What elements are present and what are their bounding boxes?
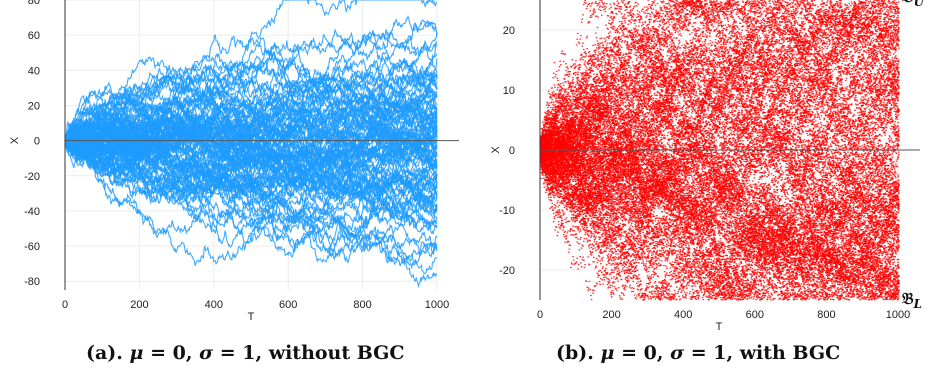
caption-b-suffix: with BGC <box>739 342 841 364</box>
path-series-line <box>64 37 438 141</box>
path-series-line <box>540 104 900 301</box>
y-tick-label: -60 <box>24 241 40 253</box>
caption-b-mu-value: = 0, <box>621 342 664 364</box>
path-series-line <box>64 123 438 269</box>
x-tick-label: 800 <box>353 299 371 311</box>
x-tick-label: 400 <box>205 299 223 311</box>
lower-bound-label: 𝔅L <box>901 289 922 311</box>
path-series-line <box>540 0 900 170</box>
panel-b-x-ticks: 0 200 400 600 800 1000 <box>537 309 910 321</box>
panel-a-x-axis-label: T <box>248 311 255 323</box>
panel-a-x-ticks: 0 200 400 600 800 1000 <box>62 299 449 311</box>
path-series-line <box>64 72 438 143</box>
panel-a-paths <box>64 0 438 289</box>
panel-a-y-ticks: -80 -60 -40 -20 0 20 40 60 80 <box>24 0 40 288</box>
x-tick-label: 1000 <box>886 309 910 321</box>
path-series-line <box>64 130 438 248</box>
path-series-line <box>540 93 900 300</box>
path-series-line <box>64 121 438 180</box>
y-tick-label: -20 <box>24 171 40 183</box>
path-series-line <box>540 136 900 301</box>
lower-bound-subscript: L <box>913 297 922 311</box>
panel-b-y-ticks: -20 -10 0 10 20 <box>499 25 515 277</box>
x-tick-label: 200 <box>130 299 148 311</box>
path-series-line <box>64 0 438 141</box>
y-tick-label: 20 <box>28 100 40 112</box>
upper-bound-symbol: 𝔅 <box>901 0 914 6</box>
path-series-line <box>64 93 438 152</box>
path-series-line <box>64 140 438 222</box>
panel-a-chart: 0 200 400 600 800 1000 -80-60-40-20020406080 … <box>9 0 459 323</box>
panel-a-caption: (a). μ = 0, σ = 1, without BGC <box>86 342 405 364</box>
y-tick-label: -20 <box>499 265 515 277</box>
caption-a-suffix: without BGC <box>268 342 405 364</box>
x-tick-label: 0 <box>62 299 68 311</box>
y-tick-label: 40 <box>28 65 40 77</box>
path-series-line <box>64 116 438 166</box>
path-series-line <box>64 134 438 289</box>
y-tick-label: 60 <box>28 30 40 42</box>
y-tick-label: 20 <box>503 25 515 37</box>
caption-a-sigma-symbol: σ <box>199 342 214 364</box>
x-tick-label: 1000 <box>425 299 449 311</box>
panel-b-x-axis-label: T <box>716 321 723 333</box>
path-series-line <box>540 0 900 216</box>
x-tick-label: 400 <box>674 309 692 321</box>
y-tick-label: -80 <box>24 276 40 288</box>
y-tick-label: 10 <box>503 85 515 97</box>
y-tick-label: 0 <box>509 145 515 157</box>
path-series-line <box>64 127 438 211</box>
path-series-line <box>540 0 900 152</box>
caption-b-sigma-value: = 1, <box>690 342 734 364</box>
caption-a-mu-symbol: μ <box>129 342 144 364</box>
x-tick-label: 200 <box>602 309 620 321</box>
y-tick-label: 80 <box>28 0 40 7</box>
caption-a-mu-value: = 0, <box>150 342 193 364</box>
caption-a-prefix: (a). <box>86 342 123 364</box>
panel-b-caption: (b). μ = 0, σ = 1, with BGC <box>556 342 840 364</box>
caption-b-prefix: (b). <box>556 342 594 364</box>
x-tick-label: 600 <box>279 299 297 311</box>
y-tick-label: -40 <box>24 206 40 218</box>
path-series-line <box>64 42 438 145</box>
lower-bound-symbol: 𝔅 <box>901 289 914 308</box>
panel-b-y-axis-label: X <box>490 146 502 154</box>
upper-bound-label: 𝔅U <box>901 0 926 9</box>
upper-bound-subscript: U <box>914 0 926 9</box>
x-tick-label: 0 <box>537 309 543 321</box>
path-series-line <box>64 56 438 141</box>
y-tick-label: -10 <box>499 205 515 217</box>
x-tick-label: 800 <box>817 309 835 321</box>
path-series-line <box>64 138 438 267</box>
x-tick-label: 600 <box>746 309 764 321</box>
y-tick-label: 0 <box>34 136 40 148</box>
caption-b-sigma-symbol: σ <box>670 342 685 364</box>
caption-b-mu-symbol: μ <box>600 342 615 364</box>
caption-a-sigma-value: = 1, <box>219 342 263 364</box>
panel-a-y-axis-label: X <box>9 136 21 144</box>
path-series-line <box>64 134 438 180</box>
